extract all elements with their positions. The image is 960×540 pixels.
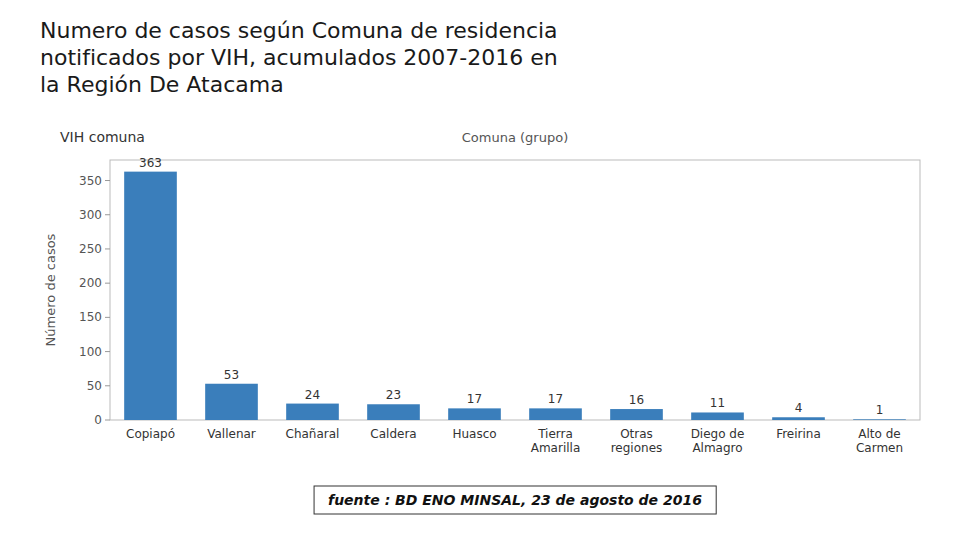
y-tick xyxy=(105,317,110,318)
x-tick-label: Otrasregiones xyxy=(611,427,663,455)
background xyxy=(0,0,960,540)
y-axis-label: Número de casos xyxy=(43,233,58,346)
x-tick-label: Diego deAlmagro xyxy=(691,427,745,455)
data-label: 53 xyxy=(224,368,239,382)
data-label: 4 xyxy=(795,401,803,415)
footer-note: fuente : BD ENO MINSAL, 23 de agosto de … xyxy=(328,492,702,508)
x-tick-label: Copiapó xyxy=(126,427,175,441)
bar xyxy=(529,408,582,420)
y-tick-label: 50 xyxy=(87,379,102,393)
x-tick-label: Huasco xyxy=(452,427,496,441)
bar xyxy=(853,419,906,420)
data-label: 16 xyxy=(629,393,644,407)
bars xyxy=(124,172,906,420)
bar xyxy=(772,417,825,420)
y-tick-label: 150 xyxy=(79,310,102,324)
subtitle: VIH comuna xyxy=(60,129,145,145)
y-tick xyxy=(105,283,110,284)
footer-box xyxy=(314,486,716,514)
bar xyxy=(286,404,339,420)
bar xyxy=(448,408,501,420)
x-tick-label: Alto deCarmen xyxy=(856,427,903,455)
plot-frame xyxy=(110,160,920,420)
y-tick-label: 350 xyxy=(79,174,102,188)
y-tick-label: 100 xyxy=(79,345,102,359)
chart-container: Numero de casos según Comuna de residenc… xyxy=(0,0,960,540)
x-tick-label: TierraAmarilla xyxy=(531,427,581,455)
x-tick-label: Freirina xyxy=(776,427,821,441)
y-tick xyxy=(105,351,110,352)
data-label: 24 xyxy=(305,388,320,402)
y-tick-label: 0 xyxy=(94,413,102,427)
y-tick-label: 200 xyxy=(79,276,102,290)
y-tick xyxy=(105,214,110,215)
title: Numero de casos según Comuna de residenc… xyxy=(40,18,558,97)
x-tick-label: Chañaral xyxy=(286,427,340,441)
bar xyxy=(367,404,420,420)
y-tick xyxy=(105,248,110,249)
bar xyxy=(124,172,177,420)
x-axis-label: Comuna (grupo) xyxy=(462,130,568,145)
x-tick-label: Caldera xyxy=(370,427,416,441)
x-tick-label: Vallenar xyxy=(207,427,256,441)
bar xyxy=(205,384,258,420)
data-label: 1 xyxy=(876,403,884,417)
chart-svg: Numero de casos según Comuna de residenc… xyxy=(0,0,960,540)
y-tick xyxy=(105,420,110,421)
y-tick xyxy=(105,385,110,386)
data-label: 23 xyxy=(386,388,401,402)
y-tick-label: 250 xyxy=(79,242,102,256)
data-label: 17 xyxy=(467,392,482,406)
bar xyxy=(610,409,663,420)
data-label: 17 xyxy=(548,392,563,406)
y-tick-label: 300 xyxy=(79,208,102,222)
data-label: 11 xyxy=(710,396,725,410)
data-label: 363 xyxy=(139,156,162,170)
bar xyxy=(691,412,744,420)
y-tick xyxy=(105,180,110,181)
